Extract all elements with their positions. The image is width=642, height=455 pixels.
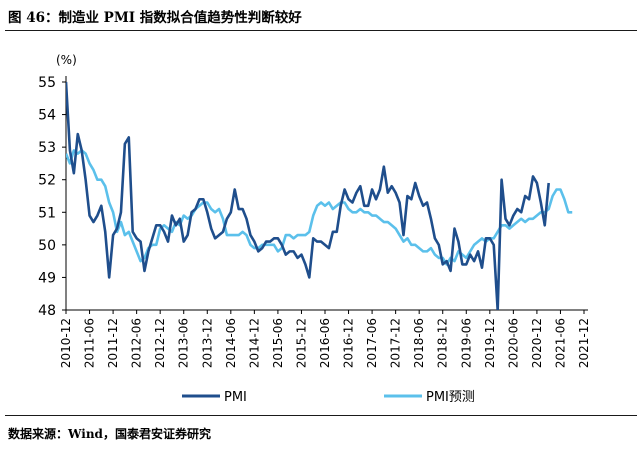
pmi-line-chart: (%) 48 49 50 51 52 53 54 55 2010-12 2011-06 2011-12… bbox=[38, 53, 591, 405]
chart-axes: (%) 48 49 50 51 52 53 54 55 2010-12 2011-06 2011-12… bbox=[38, 53, 591, 368]
figure-source: 数据来源：Wind，国泰君安证券研究 bbox=[8, 427, 211, 441]
y-tick-label: 53 bbox=[38, 140, 56, 156]
x-tick-label: 2021-06 bbox=[553, 318, 567, 368]
series-line-pmi bbox=[66, 81, 550, 310]
x-tick-label: 2013-12 bbox=[200, 318, 214, 368]
legend-label-pmi-forecast: PMI预测 bbox=[426, 390, 475, 405]
y-unit-label: (%) bbox=[56, 53, 77, 67]
x-tick-label: 2010-12 bbox=[59, 318, 73, 368]
x-tick-label: 2017-12 bbox=[389, 318, 403, 368]
y-tick-label: 51 bbox=[38, 205, 56, 221]
x-tick-label: 2012-12 bbox=[153, 318, 167, 368]
x-tick-label: 2015-12 bbox=[294, 318, 308, 368]
y-tick-label: 48 bbox=[38, 303, 56, 319]
bottom-rule bbox=[5, 415, 637, 416]
y-tick-label: 50 bbox=[38, 238, 56, 254]
y-tick-label: 52 bbox=[38, 173, 56, 189]
x-tick-label: 2011-12 bbox=[106, 318, 120, 368]
x-tick-label: 2016-06 bbox=[318, 318, 332, 368]
x-tick-label: 2015-06 bbox=[271, 318, 285, 368]
y-tick-label: 54 bbox=[38, 108, 56, 124]
x-tick-label: 2012-06 bbox=[130, 318, 144, 368]
x-tick-label: 2020-12 bbox=[530, 318, 544, 368]
y-tick-label: 49 bbox=[38, 270, 56, 286]
x-tick-label: 2014-12 bbox=[247, 318, 261, 368]
figure-title: 图 46：制造业 PMI 指数拟合值趋势性判断较好 bbox=[8, 10, 302, 26]
x-tick-label: 2011-06 bbox=[83, 318, 97, 368]
legend-label-pmi: PMI bbox=[224, 390, 247, 405]
x-tick-label: 2019-12 bbox=[483, 318, 497, 368]
top-rule bbox=[5, 30, 637, 31]
x-tick-label: 2020-06 bbox=[506, 318, 520, 368]
x-tick-label: 2013-06 bbox=[177, 318, 191, 368]
y-tick-label: 55 bbox=[38, 75, 56, 91]
x-tick-label: 2014-06 bbox=[224, 318, 238, 368]
x-tick-label: 2018-06 bbox=[412, 318, 426, 368]
x-tick-label: 2016-12 bbox=[342, 318, 356, 368]
x-tick-label: 2018-12 bbox=[436, 318, 450, 368]
x-tick-label: 2021-12 bbox=[577, 318, 591, 368]
chart-lines bbox=[66, 81, 573, 310]
x-tick-label: 2017-06 bbox=[365, 318, 379, 368]
chart-legend: PMI PMI预测 bbox=[182, 390, 475, 405]
x-tick-label: 2019-06 bbox=[459, 318, 473, 368]
